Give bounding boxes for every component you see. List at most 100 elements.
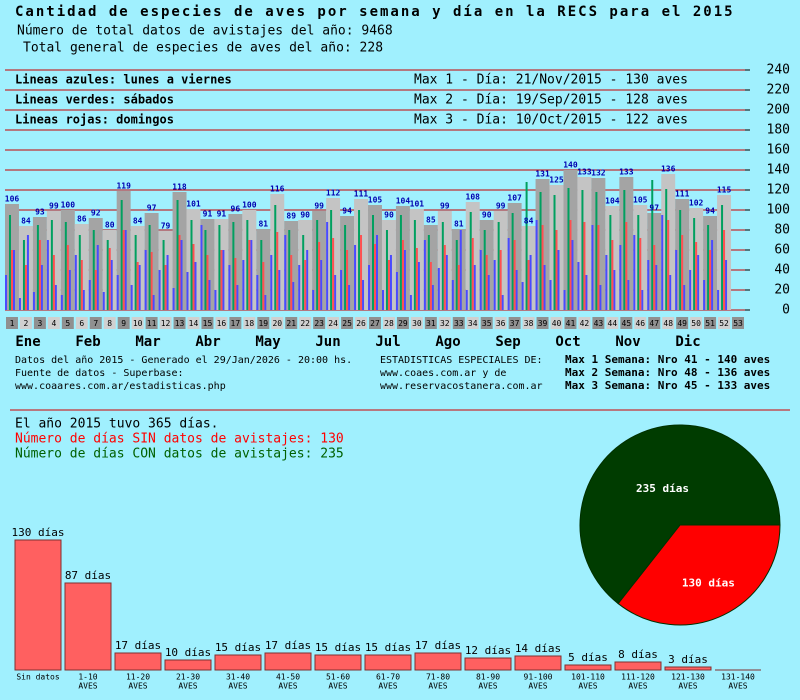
x-tick-label: Sin datos: [16, 673, 60, 682]
value-label: 235 días: [636, 482, 689, 495]
week-box: [536, 317, 549, 329]
month-label: Ene: [15, 334, 40, 350]
week-box: [103, 317, 116, 329]
week-box: [215, 317, 228, 329]
bar: [364, 654, 412, 671]
bar: [64, 582, 112, 671]
value-label: 96: [231, 205, 241, 214]
x-tick-label: 27: [370, 319, 380, 328]
week-box: [299, 317, 312, 329]
bar: [414, 652, 462, 671]
bar: [88, 218, 103, 310]
x-tick-label: 23: [314, 319, 324, 328]
x-tick-label: 39: [538, 319, 548, 328]
week-box: [145, 317, 158, 329]
x-tick-label: 61-70: [376, 673, 400, 682]
summary: El año 2015 tuvo 365 días.: [15, 417, 219, 432]
week-box: [382, 317, 395, 329]
week-box: [704, 317, 717, 329]
x-tick-label: 16: [217, 319, 227, 328]
x-tick-label: 41-50: [276, 673, 300, 682]
value-label: 91: [217, 210, 227, 219]
x-tick-label: 34: [468, 319, 478, 328]
x-tick-label: 10: [133, 319, 143, 328]
value-label: 130 días: [12, 526, 65, 539]
y-tick-label: 120: [767, 183, 790, 198]
x-tick-label: 37: [510, 319, 520, 328]
info-text: Max 1 Semana: Nro 41 - 140 aves: [565, 353, 770, 366]
x-tick-label: 131-140: [721, 673, 755, 682]
week-box: [131, 317, 144, 329]
y-tick-label: 140: [767, 163, 790, 178]
y-tick-label: 220: [767, 83, 790, 98]
x-tick-label: 46: [635, 319, 645, 328]
value-label: 10 días: [165, 646, 211, 659]
value-label: 105: [633, 196, 648, 205]
subtitle: Total general de especies de aves del añ…: [23, 41, 383, 56]
x-tick-unit: AVES: [178, 682, 197, 691]
info-text: www.coaares.com.ar/estadisticas.php: [15, 381, 226, 392]
value-label: 89: [286, 212, 296, 221]
x-tick-unit: AVES: [728, 682, 747, 691]
x-tick-label: 19: [258, 319, 268, 328]
value-label: 101: [186, 200, 201, 209]
week-box: [75, 317, 88, 329]
value-label: 86: [77, 215, 87, 224]
x-tick-unit: AVES: [128, 682, 147, 691]
x-tick-label: 1: [10, 319, 15, 328]
x-tick-label: 41: [566, 319, 576, 328]
week-box: [718, 317, 731, 329]
bar: [214, 654, 262, 671]
week-box: [424, 317, 437, 329]
week-box: [187, 317, 200, 329]
x-tick-label: 8: [107, 319, 112, 328]
value-label: 8 días: [618, 648, 658, 661]
value-label: 79: [161, 222, 171, 231]
bar: [514, 655, 562, 671]
legend-label: Lineas rojas: domingos: [15, 113, 174, 127]
x-tick-label: 21: [286, 319, 296, 328]
x-tick-unit: AVES: [578, 682, 597, 691]
week-box: [257, 317, 270, 329]
value-label: 115: [717, 186, 732, 195]
x-tick-label: 91-100: [524, 673, 553, 682]
value-label: 90: [300, 211, 310, 220]
x-tick-label: 21-30: [176, 673, 200, 682]
y-tick-label: 60: [774, 243, 790, 258]
x-tick-label: 71-80: [426, 673, 450, 682]
value-label: 17 días: [115, 639, 161, 652]
x-tick-label: 31-40: [226, 673, 250, 682]
x-tick-label: 4: [51, 319, 56, 328]
value-label: 14 días: [515, 642, 561, 655]
month-label: Oct: [555, 334, 580, 350]
value-label: 101: [410, 200, 425, 209]
bar: [564, 664, 612, 671]
value-label: 15 días: [215, 641, 261, 654]
value-label: 17 días: [415, 639, 461, 652]
week-box: [396, 317, 409, 329]
pie-slice: [617, 524, 781, 626]
x-tick-label: 11-20: [126, 673, 150, 682]
value-label: 90: [384, 211, 394, 220]
month-label: Abr: [195, 334, 220, 350]
x-tick-label: 51-60: [326, 673, 350, 682]
value-label: 125: [549, 176, 564, 185]
week-box: [271, 317, 284, 329]
value-label: 93: [35, 208, 45, 217]
bar: [114, 652, 162, 671]
info-text: www.reservacostanera.com.ar: [380, 381, 543, 392]
info-text: Max 3 Semana: Nro 45 - 133 aves: [565, 379, 770, 392]
x-tick-label: 51: [705, 319, 715, 328]
x-tick-label: 47: [649, 319, 659, 328]
annotation: Max 1 - Día: 21/Nov/2015 - 130 aves: [414, 73, 688, 88]
week-box: [341, 317, 354, 329]
value-label: 87 días: [65, 569, 111, 582]
value-label: 112: [326, 189, 341, 198]
value-label: 118: [172, 183, 187, 192]
value-label: 99: [49, 202, 59, 211]
value-label: 91: [203, 210, 213, 219]
value-label: 94: [342, 207, 352, 216]
value-label: 17 días: [265, 639, 311, 652]
week-box: [327, 317, 340, 329]
